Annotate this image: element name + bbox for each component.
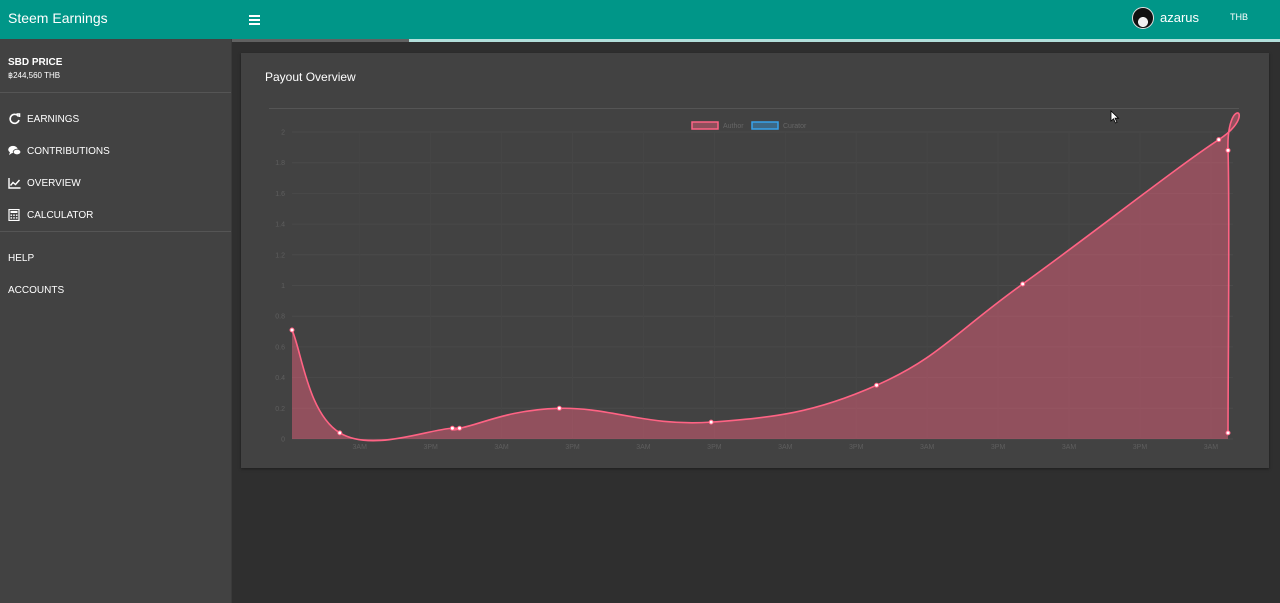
author-series-line	[291, 112, 1241, 442]
x-tick-label: 3PM	[423, 444, 438, 451]
author-data-point	[449, 425, 455, 431]
author-data-point	[1216, 137, 1222, 143]
x-tick-label: 3AM	[353, 444, 368, 451]
author-data-point	[1225, 147, 1231, 153]
author-data-point	[874, 382, 880, 388]
loading-progress-bar	[231, 39, 1280, 42]
author-data-point	[1225, 430, 1231, 436]
author-data-point	[556, 405, 562, 411]
author-data-point	[1020, 281, 1026, 287]
sidebar-item-accounts[interactable]: ACCOUNTS	[8, 282, 64, 298]
sbd-price-value: ฿244,560 THB	[8, 71, 61, 80]
sidebar-divider	[0, 92, 231, 93]
sidebar-item-contributions[interactable]: CONTRIBUTIONS	[8, 143, 110, 159]
card-title: Payout Overview	[265, 70, 356, 84]
sidebar-divider	[0, 231, 231, 232]
y-tick-label: 0	[281, 437, 285, 444]
x-tick-label: 3PM	[565, 444, 580, 451]
x-tick-label: 3AM	[920, 444, 935, 451]
y-tick-label: 1	[281, 283, 285, 290]
hamburger-icon[interactable]	[246, 9, 264, 29]
y-tick-label: 1.4	[275, 222, 285, 229]
x-tick-label: 3PM	[991, 444, 1006, 451]
loading-progress-fill	[231, 39, 410, 42]
y-tick-label: 0.4	[275, 375, 285, 382]
x-tick-label: 3AM	[778, 444, 793, 451]
username[interactable]: azarus	[1160, 10, 1200, 25]
x-tick-label: 3PM	[707, 444, 722, 451]
legend-label: Curator	[783, 123, 807, 130]
sidebar: SBD PRICE ฿244,560 THB EARNINGS CONTRIBU…	[0, 39, 232, 603]
y-tick-label: 0.8	[275, 314, 285, 321]
sidebar-item-help[interactable]: HELP	[8, 250, 34, 266]
x-tick-label: 3AM	[1062, 444, 1077, 451]
sidebar-item-label: HELP	[8, 252, 35, 264]
sidebar-item-calculator[interactable]: CALCULATOR	[8, 207, 93, 223]
sidebar-item-label: ACCOUNTS	[8, 284, 65, 296]
legend-swatch	[691, 121, 719, 130]
avatar[interactable]	[1132, 7, 1154, 29]
x-tick-label: 3AM	[494, 444, 509, 451]
comments-icon	[8, 145, 21, 156]
legend-swatch	[751, 121, 779, 130]
payout-overview-card: Payout Overview 0 0.2 0.4 0.6 0.8 1 1.2 1.4 1.6 1…	[241, 53, 1269, 468]
legend-label: Author	[723, 123, 744, 130]
y-tick-label: 1.2	[275, 252, 285, 259]
sbd-price-block: SBD PRICE ฿244,560 THB	[8, 57, 62, 80]
sidebar-item-overview[interactable]: OVERVIEW	[8, 175, 81, 191]
line-chart-icon	[8, 178, 21, 189]
sidebar-item-earnings[interactable]: EARNINGS	[8, 111, 79, 127]
mouse-cursor-icon	[1110, 110, 1120, 124]
card-divider	[269, 108, 1239, 109]
x-tick-label: 3AM	[636, 444, 651, 451]
author-data-point	[457, 425, 463, 431]
refresh-icon	[9, 113, 21, 125]
author-data-point	[337, 430, 343, 436]
y-tick-label: 1.6	[275, 191, 285, 198]
y-tick-label: 0.6	[275, 344, 285, 351]
sidebar-item-label: CONTRIBUTIONS	[27, 145, 110, 157]
x-tick-label: 3AM	[1204, 444, 1219, 451]
x-tick-label: 3PM	[849, 444, 864, 451]
author-data-point	[708, 419, 714, 425]
currency-selector[interactable]: THB	[1230, 12, 1248, 22]
sidebar-item-label: EARNINGS	[27, 113, 80, 125]
author-data-point	[289, 327, 295, 333]
x-tick-label: 3PM	[1133, 444, 1148, 451]
y-tick-label: 2	[281, 130, 285, 137]
calculator-icon	[8, 209, 20, 221]
y-tick-label: 0.2	[275, 406, 285, 413]
sidebar-item-label: CALCULATOR	[27, 209, 94, 221]
app-title[interactable]: Steem Earnings	[8, 10, 108, 26]
y-tick-label: 1.8	[275, 160, 285, 167]
payout-chart: 0 0.2 0.4 0.6 0.8 1 1.2 1.4 1.6 1.8 2 3AM 3PM 3AM 3PM 3…	[275, 112, 1241, 451]
sidebar-item-label: OVERVIEW	[27, 177, 81, 189]
sbd-price-title: SBD PRICE	[8, 57, 63, 68]
top-bar: Steem Earnings azarus THB	[0, 0, 1280, 39]
author-series-area	[292, 112, 1240, 441]
